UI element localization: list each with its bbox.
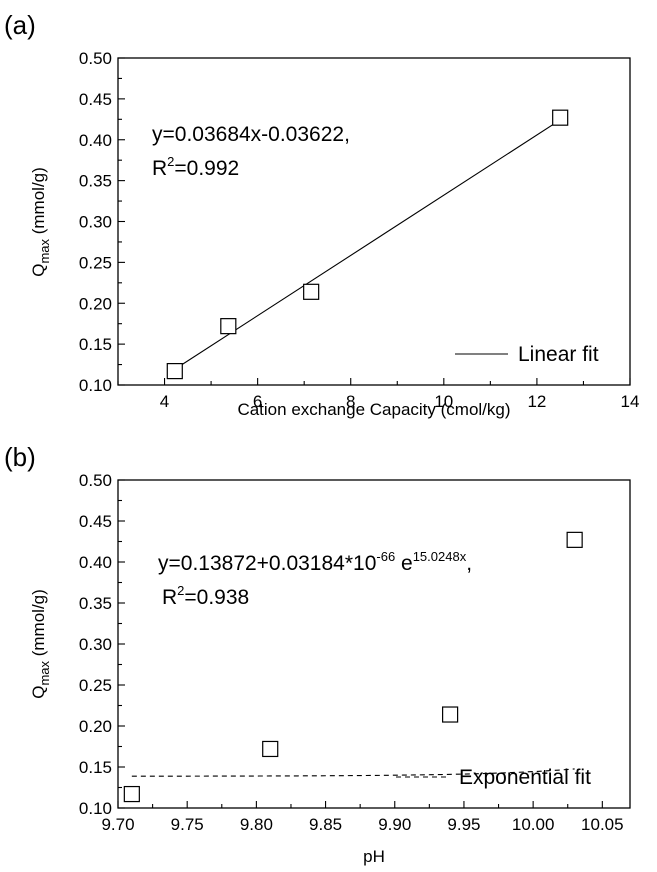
panel-a-legend: Linear fit bbox=[455, 343, 599, 366]
panel-a-y-tick-label: 0.10 bbox=[79, 376, 112, 395]
panel-b-plot-frame bbox=[117, 479, 631, 809]
panel-a-x-ticks: 4 6 8 10 12 14 bbox=[117, 378, 640, 411]
panel-b-y-tick-label: 0.15 bbox=[79, 758, 112, 777]
panel-a-x-tick-label: 4 bbox=[160, 392, 169, 411]
panel-b-y-tick-label: 0.50 bbox=[79, 471, 112, 490]
panel-a-y-tick-label: 0.45 bbox=[79, 90, 112, 109]
panel-b-y-axis-title-rest: (mmol/g) bbox=[29, 589, 48, 661]
panel-a-plot-frame bbox=[117, 57, 631, 386]
panel-b-fit-curve bbox=[131, 768, 575, 777]
panel-b-y-tick-label: 0.25 bbox=[79, 676, 112, 695]
panel-a-data-points bbox=[166, 109, 569, 380]
panel-a-x-tick-label: 6 bbox=[253, 392, 262, 411]
panel-a-equation-line1: y=0.03684x-0.03622, bbox=[152, 123, 350, 146]
panel-b-legend: Exponential fit bbox=[396, 766, 591, 789]
panel-a-y-tick-label: 0.50 bbox=[79, 49, 112, 68]
panel-b-y-tick-label: 0.40 bbox=[79, 553, 112, 572]
panel-b-y-axis-title: Qmax (mmol/g) bbox=[29, 589, 52, 699]
panel-a-y-axis-title-sub: max bbox=[37, 238, 52, 263]
panel-a-data-point bbox=[166, 363, 183, 380]
panel-a-fit-line bbox=[174, 119, 561, 370]
panel-b-data-point bbox=[262, 740, 279, 758]
panel-b-x-tick-label: 10.05 bbox=[581, 815, 624, 834]
panel-b-y-axis-title-sub: max bbox=[37, 660, 52, 685]
panel-a-x-axis-title: Cation exchange Capacity (cmol/kg) bbox=[237, 400, 510, 419]
panel-a-equation: y=0.03684x-0.03622, R2=0.992 bbox=[152, 123, 350, 180]
panel-a-y-tick-label: 0.40 bbox=[79, 131, 112, 150]
panel-b-x-tick-label: 9.85 bbox=[309, 815, 342, 834]
panel-b-data-point bbox=[123, 785, 140, 803]
panel-a-y-axis-title-main: Q bbox=[29, 264, 48, 277]
panel-a-x-tick-label: 14 bbox=[621, 392, 640, 411]
panel-b-y-axis-title-main: Q bbox=[29, 686, 48, 699]
panel-b-x-ticks: 9.70 9.75 9.80 9.85 9.90 9.95 10.00 10.05 bbox=[101, 801, 624, 834]
panel-b-data-point bbox=[566, 531, 583, 548]
panel-a-equation-line2: R2=0.992 bbox=[152, 154, 239, 180]
panel-b-equation: y=0.13872+0.03184*10-66 e15.0248x, R2=0.… bbox=[158, 549, 472, 609]
panel-a-label: (a) bbox=[4, 10, 36, 40]
panel-b-x-tick-label: 9.75 bbox=[171, 815, 204, 834]
panel-b-y-ticks: 0.10 0.15 0.20 0.25 0.30 0.35 0.40 0.45 0.50 bbox=[79, 471, 125, 818]
panel-a-x-tick-label: 10 bbox=[434, 392, 453, 411]
panel-a-data-point bbox=[220, 318, 237, 335]
panel-a-y-tick-label: 0.20 bbox=[79, 294, 112, 313]
panel-a-y-tick-label: 0.30 bbox=[79, 213, 112, 232]
panel-b-y-tick-label: 0.45 bbox=[79, 512, 112, 531]
panel-b-y-tick-label: 0.10 bbox=[79, 799, 112, 818]
panel-a-y-axis-title-rest: (mmol/g) bbox=[29, 167, 48, 239]
panel-b: (b) 0.10 0.15 0.20 0.25 0.30 0.35 0.40 0.45 0.50… bbox=[4, 442, 631, 866]
panel-a-x-tick-label: 8 bbox=[346, 392, 355, 411]
panel-b-x-axis-title: pH bbox=[363, 847, 385, 866]
panel-b-label: (b) bbox=[4, 442, 36, 472]
panel-b-data-points bbox=[123, 531, 583, 803]
panel-b-equation-line2: R2=0.938 bbox=[162, 583, 249, 609]
panel-b-y-tick-label: 0.35 bbox=[79, 594, 112, 613]
panel-a-y-tick-label: 0.25 bbox=[79, 253, 112, 272]
panel-a-y-tick-label: 0.15 bbox=[79, 335, 112, 354]
panel-a-x-tick-label: 12 bbox=[527, 392, 546, 411]
panel-b-x-tick-label: 10.00 bbox=[512, 815, 555, 834]
panel-b-equation-line1: y=0.13872+0.03184*10-66 e15.0248x, bbox=[158, 549, 472, 575]
panel-b-x-tick-label: 9.70 bbox=[101, 815, 134, 834]
panel-a-y-ticks: 0.10 0.15 0.20 0.25 0.30 0.35 0.40 0.45 0.50 bbox=[79, 49, 125, 395]
panel-b-x-tick-label: 9.80 bbox=[240, 815, 273, 834]
panel-b-x-tick-label: 9.95 bbox=[447, 815, 480, 834]
panel-a-data-point bbox=[303, 283, 320, 300]
panel-b-exponential-fit-path bbox=[131, 768, 575, 777]
panel-b-legend-label: Exponential fit bbox=[459, 766, 591, 789]
panel-a-y-tick-label: 0.35 bbox=[79, 172, 112, 191]
panel-b-data-point bbox=[442, 706, 459, 723]
panel-a-data-point bbox=[552, 109, 569, 126]
panel-b-x-tick-label: 9.90 bbox=[378, 815, 411, 834]
panel-b-y-tick-label: 0.30 bbox=[79, 635, 112, 654]
panel-a-legend-label: Linear fit bbox=[518, 343, 599, 366]
panel-a-y-axis-title: Qmax (mmol/g) bbox=[29, 167, 52, 277]
panel-b-y-tick-label: 0.20 bbox=[79, 717, 112, 736]
panel-a: (a) 0.10 0.15 0.20 0.25 0.30 0.35 0.40 0.45 0.50… bbox=[4, 10, 639, 419]
panel-a-linear-fit-path bbox=[174, 119, 561, 370]
